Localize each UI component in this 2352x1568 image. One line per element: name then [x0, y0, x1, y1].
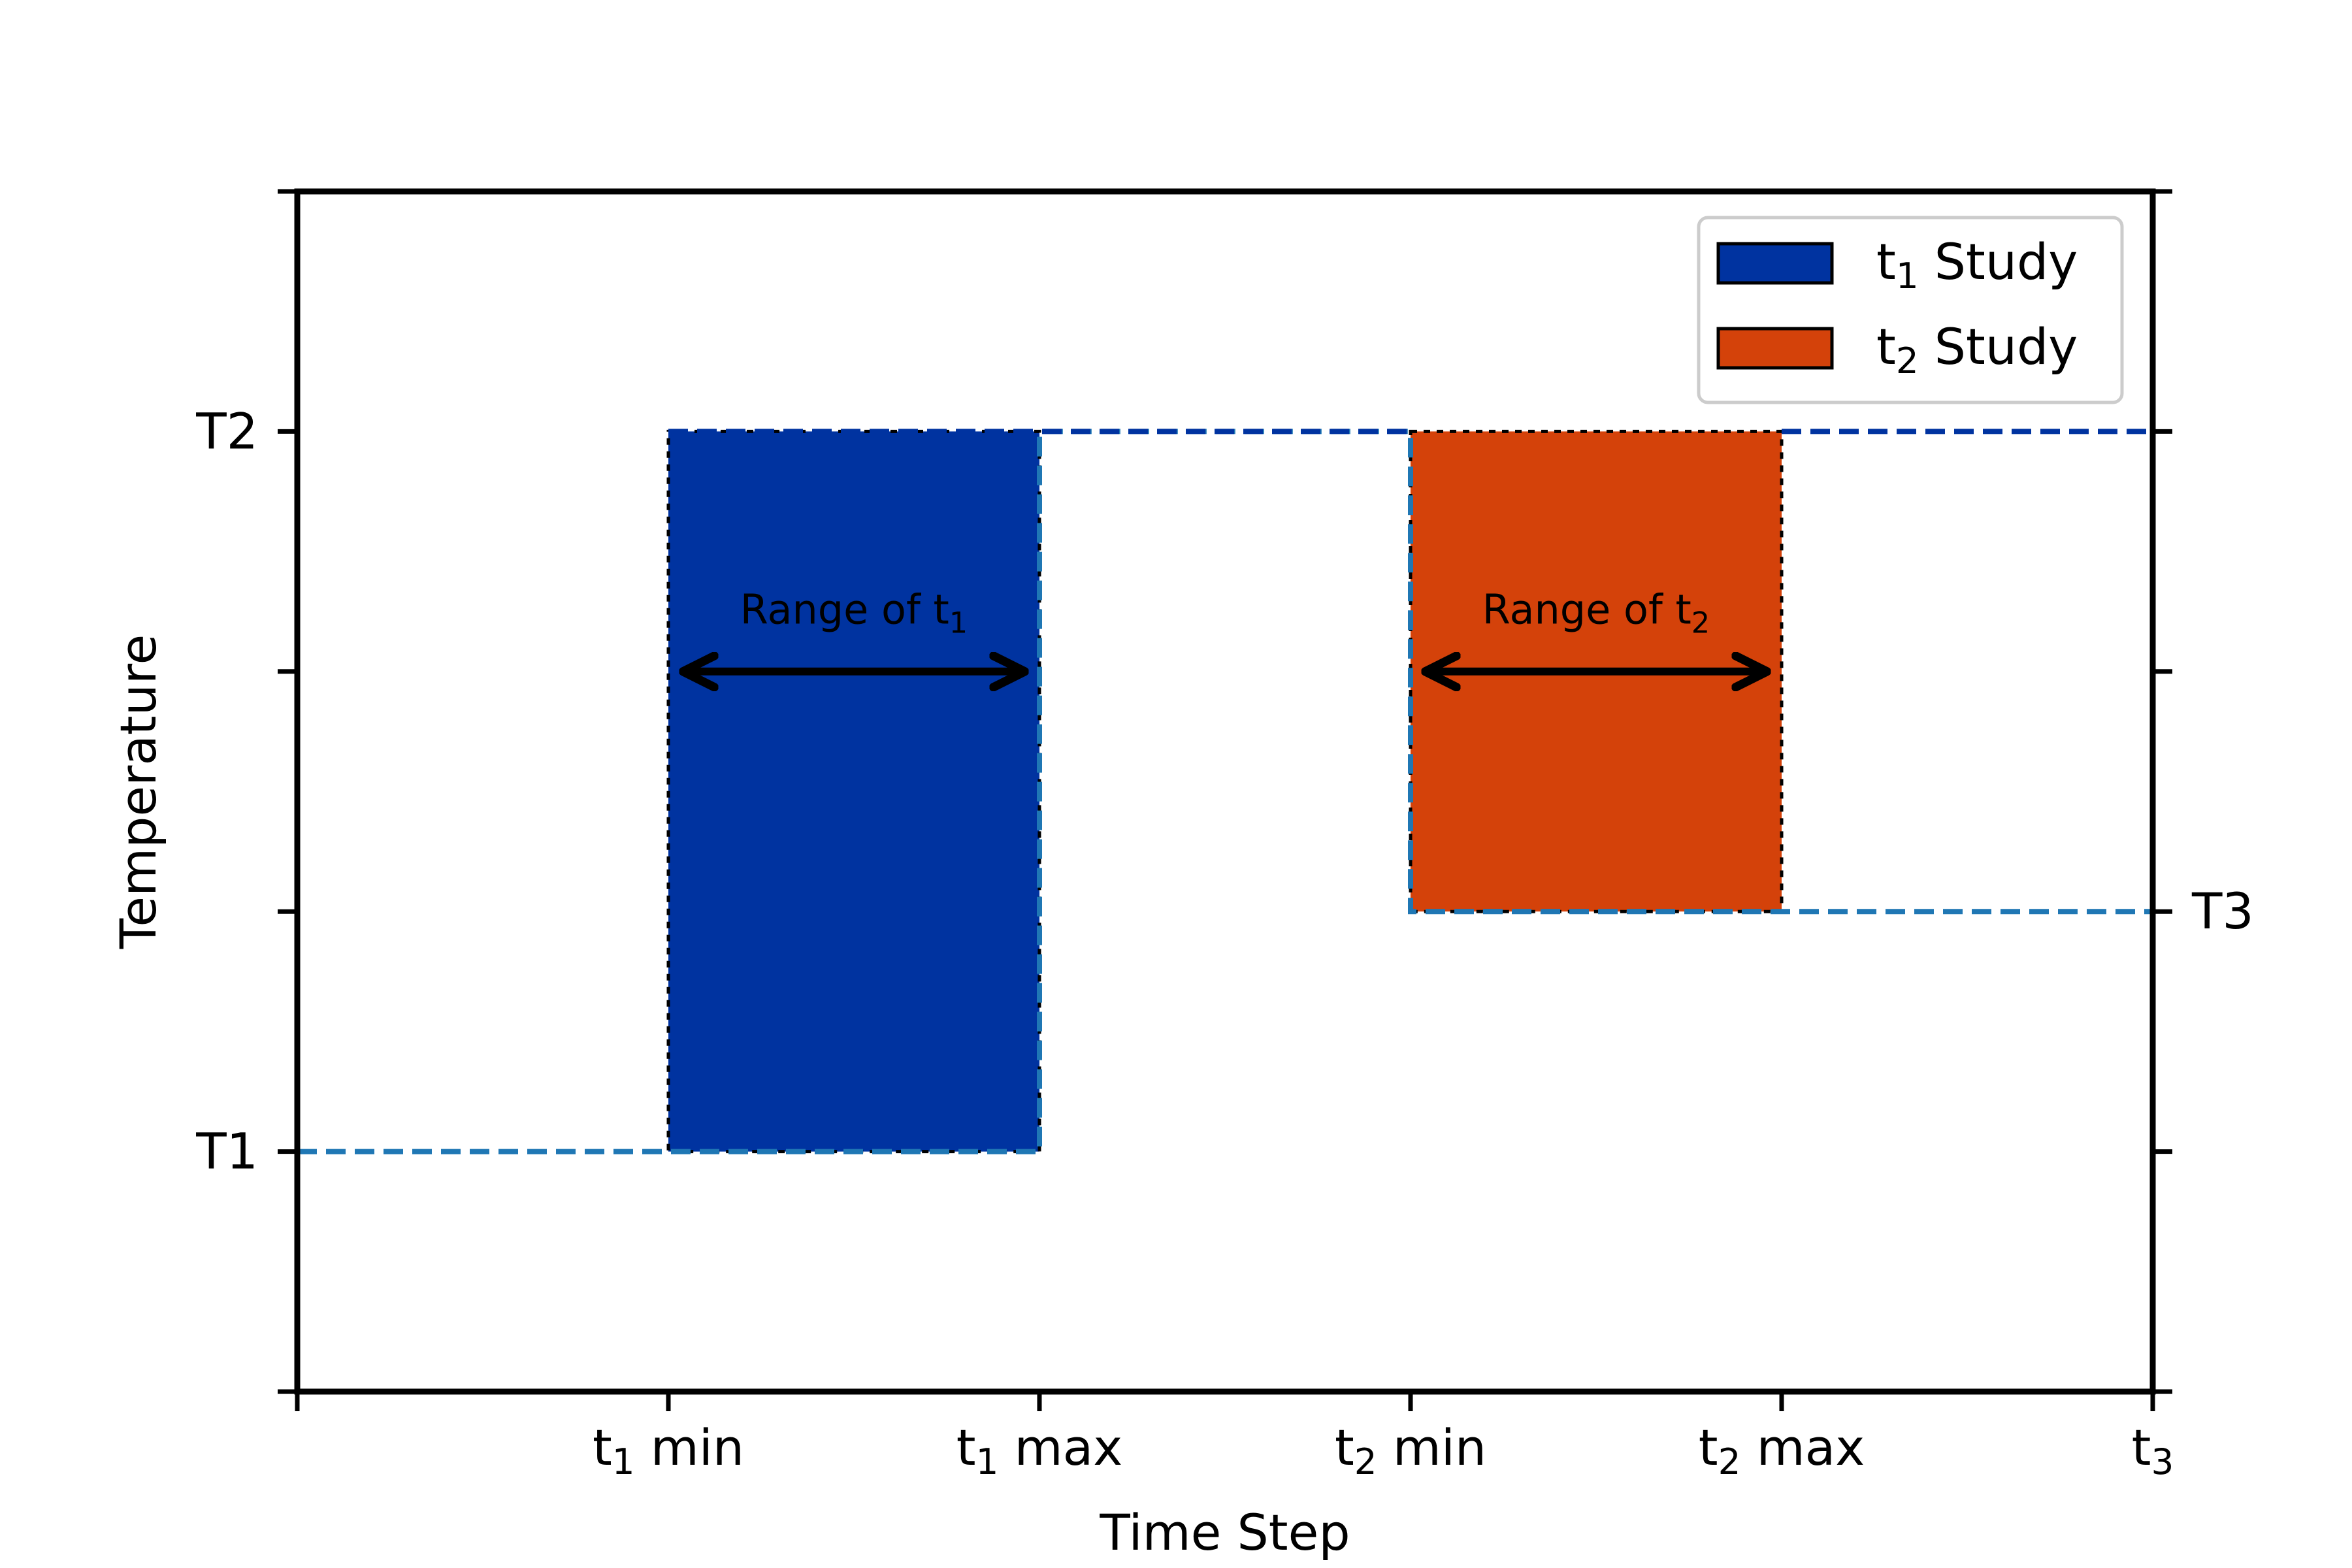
x-tick-label-4: t2 max — [1699, 1418, 1865, 1482]
y-axis-title: Temperature — [109, 634, 167, 949]
plot-frame — [294, 188, 2156, 1395]
legend-swatch-1 — [1716, 242, 1834, 285]
x-tick-label-2: t1 max — [956, 1418, 1122, 1482]
study-region-1 — [668, 431, 1039, 1152]
study-region-outline-2 — [1409, 429, 1784, 913]
study-regions — [666, 429, 1784, 1154]
y-tick-label-left-1: T1 — [195, 1122, 258, 1181]
ticks: t1 min t1 max t2 min t2 max t3 T1 T2 T3 — [195, 189, 2254, 1482]
x-tick-label-1: t1 min — [593, 1418, 744, 1482]
range-label-2: Range of t2 — [1482, 585, 1710, 640]
range-label-1: Range of t1 — [740, 585, 968, 640]
y-tick-label-right-2: T3 — [2191, 882, 2254, 940]
axes — [294, 188, 2156, 1395]
legend-label-1: t1 Study — [1876, 233, 2078, 297]
x-axis-title: Time Step — [1099, 1503, 1350, 1561]
x-tick-label-5: t3 — [2132, 1418, 2174, 1482]
legend-swatch-2 — [1716, 327, 1834, 370]
range-annotations: Range of t1 Range of t2 — [687, 585, 1763, 671]
legend: t1 Study t2 Study — [1697, 216, 2124, 404]
legend-label-2: t2 Study — [1876, 318, 2078, 382]
temperature-profile-lines — [297, 429, 2153, 1154]
y-tick-label-left-4: T2 — [195, 402, 258, 460]
x-tick-label-3: t2 min — [1335, 1418, 1486, 1482]
